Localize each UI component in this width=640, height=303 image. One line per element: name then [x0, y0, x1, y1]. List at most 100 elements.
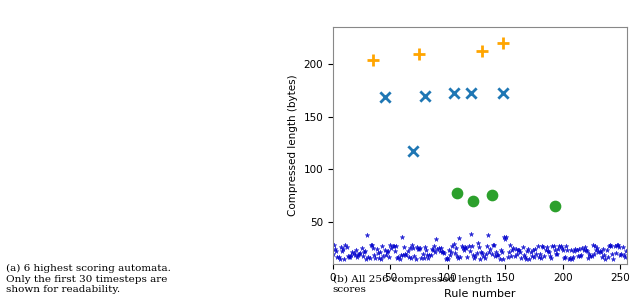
Point — [602, 248, 612, 252]
Point — [523, 247, 533, 252]
Point — [524, 257, 534, 261]
Point — [586, 253, 596, 258]
Point — [345, 254, 355, 259]
Point — [620, 255, 630, 259]
Text: (b) All 256 compressed length
scores: (b) All 256 compressed length scores — [333, 275, 492, 294]
Point — [390, 248, 400, 253]
Point — [404, 255, 414, 260]
Point — [368, 57, 378, 62]
Point — [372, 251, 383, 255]
Point — [462, 254, 472, 259]
Point — [420, 244, 430, 249]
Point — [479, 255, 490, 260]
Point — [384, 254, 394, 259]
Point — [508, 246, 518, 251]
Point — [521, 256, 531, 261]
Point — [381, 249, 392, 254]
Point — [583, 256, 593, 261]
Point — [611, 251, 621, 255]
Point — [339, 257, 349, 261]
Point — [476, 249, 486, 254]
Point — [381, 252, 391, 257]
Point — [580, 245, 590, 249]
Point — [507, 247, 517, 252]
Point — [512, 251, 522, 256]
Point — [456, 243, 467, 248]
Point — [538, 244, 548, 249]
Point — [500, 237, 511, 242]
Point — [399, 245, 409, 250]
Point — [553, 246, 563, 251]
Point — [572, 247, 582, 252]
Point — [492, 253, 502, 258]
Point — [365, 256, 375, 261]
Point — [589, 251, 599, 256]
Point — [513, 248, 523, 252]
Point — [455, 255, 465, 259]
Point — [569, 249, 579, 254]
Point — [337, 248, 347, 253]
Point — [468, 252, 478, 257]
Point — [606, 244, 616, 248]
Point — [600, 257, 611, 261]
Point — [570, 247, 580, 252]
Point — [440, 257, 451, 261]
Point — [547, 244, 557, 249]
Point — [396, 252, 406, 257]
Point — [490, 253, 500, 258]
Point — [604, 243, 614, 248]
Point — [410, 257, 420, 262]
Point — [335, 256, 345, 261]
Point — [367, 243, 377, 248]
Point — [442, 255, 452, 260]
Point — [550, 248, 560, 252]
Point — [387, 246, 397, 251]
Point — [463, 244, 474, 249]
Point — [329, 243, 339, 248]
Point — [563, 248, 573, 253]
Point — [621, 249, 631, 254]
Point — [387, 243, 397, 248]
Point — [433, 247, 443, 251]
Point — [338, 247, 348, 251]
Point — [359, 249, 369, 254]
Point — [328, 251, 338, 256]
Point — [400, 252, 410, 257]
Point — [596, 254, 607, 259]
Point — [575, 254, 585, 258]
Point — [515, 249, 525, 254]
Point — [504, 250, 514, 255]
Point — [537, 243, 547, 248]
Point — [380, 247, 390, 252]
Point — [388, 244, 399, 249]
Point — [428, 248, 438, 252]
Point — [481, 252, 491, 257]
Point — [397, 235, 407, 240]
Point — [408, 149, 419, 154]
Point — [563, 257, 573, 262]
Point — [602, 255, 612, 259]
Point — [530, 247, 540, 252]
Point — [551, 252, 561, 257]
Point — [423, 256, 433, 261]
X-axis label: Rule number: Rule number — [444, 289, 516, 299]
Point — [478, 254, 488, 258]
Point — [407, 242, 417, 247]
Point — [527, 254, 537, 258]
Point — [368, 245, 378, 250]
Point — [592, 245, 602, 250]
Point — [466, 232, 476, 237]
Point — [361, 256, 371, 261]
Point — [346, 252, 356, 257]
Point — [540, 247, 550, 252]
Point — [380, 94, 390, 99]
Point — [536, 255, 546, 260]
Point — [365, 243, 376, 248]
Point — [593, 250, 604, 255]
Point — [467, 244, 477, 249]
Point — [522, 248, 532, 253]
Point — [369, 252, 380, 257]
Point — [431, 236, 442, 241]
Point — [573, 254, 583, 258]
Point — [489, 243, 499, 248]
